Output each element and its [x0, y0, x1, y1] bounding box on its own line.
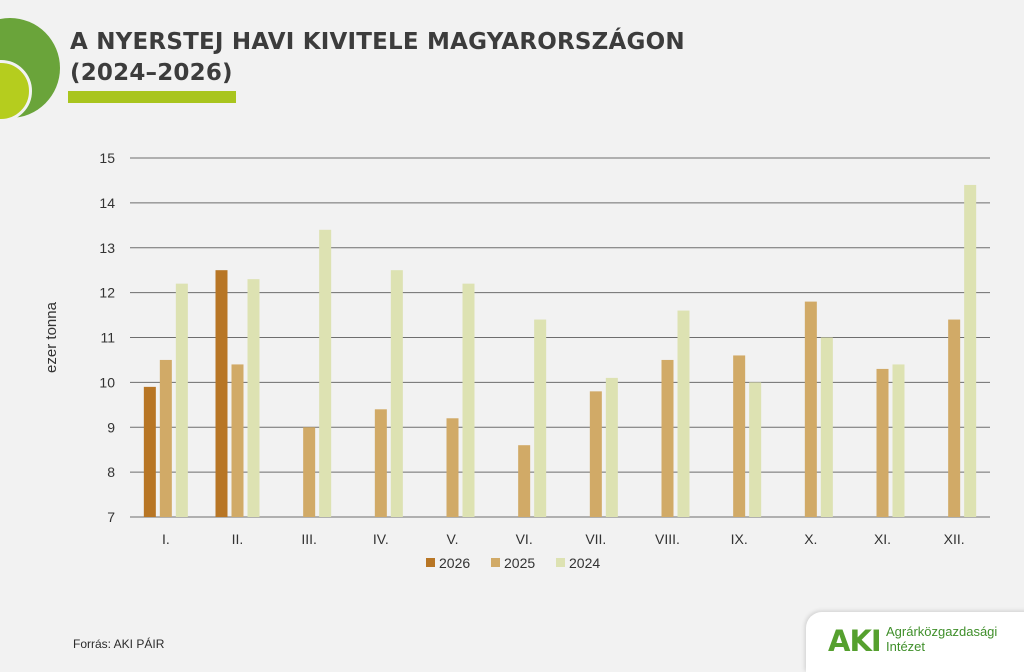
bar-2026-1 — [143, 386, 156, 517]
legend-swatch-2025 — [491, 558, 500, 567]
bar-2025-1 — [159, 359, 172, 517]
bar-2025-11 — [876, 368, 889, 517]
bar-2024-6 — [534, 319, 547, 517]
source-note: Forrás: AKI PÁIR — [73, 637, 165, 651]
legend-swatch-2024 — [556, 558, 565, 567]
bar-2024-5 — [462, 283, 475, 517]
x-tick-label: IV. — [373, 531, 389, 547]
title-line-1: A NYERSTEJ HAVI KIVITELE MAGYARORSZÁGON — [70, 29, 685, 55]
bar-chart: 7 8 9 10 11 12 13 14 15 ezer tonna I. II. III. IV. V. V… — [43, 150, 990, 571]
bar-2024-9 — [749, 382, 762, 517]
x-tick-label: I. — [162, 531, 170, 547]
logo-mark: AKI — [828, 624, 882, 658]
logo-line-1: Agrárközgazdasági — [886, 624, 998, 639]
y-tick-label: 14 — [99, 195, 115, 211]
bar-2026-2 — [215, 270, 228, 517]
x-tick-label: III. — [301, 531, 317, 547]
legend-swatch-2026 — [426, 558, 435, 567]
legend-label-2024: 2024 — [569, 555, 600, 571]
bar-2024-12 — [964, 184, 977, 518]
legend-label-2026: 2026 — [439, 555, 470, 571]
bar-2024-1 — [175, 283, 188, 517]
x-tick-label: IX. — [731, 531, 748, 547]
y-tick-label: 11 — [100, 330, 115, 346]
y-axis-label: ezer tonna — [43, 301, 60, 373]
title-underline-bar — [68, 91, 236, 103]
bar-2024-7 — [605, 377, 618, 517]
bar-2025-2 — [231, 364, 244, 517]
bar-2024-4 — [390, 270, 403, 517]
bar-2024-2 — [247, 279, 260, 517]
logo-line-2: Intézet — [886, 639, 926, 654]
title-line-2: (2024–2026) — [70, 60, 233, 86]
bar-2025-10 — [804, 301, 817, 517]
bar-2025-9 — [733, 355, 746, 517]
y-tick-label: 8 — [107, 464, 115, 480]
y-tick-label: 13 — [99, 240, 115, 256]
logo-panel: AKI Agrárközgazdasági Intézet — [806, 612, 1024, 672]
page-title: A NYERSTEJ HAVI KIVITELE MAGYARORSZÁGON … — [70, 27, 685, 89]
bar-2025-6 — [518, 445, 531, 517]
y-tick-label: 15 — [99, 150, 115, 166]
x-tick-label: XI. — [874, 531, 891, 547]
bar-2024-10 — [820, 337, 833, 517]
bar-2025-5 — [446, 418, 459, 517]
x-tick-label: V. — [447, 531, 459, 547]
y-tick-label: 10 — [99, 374, 115, 390]
x-tick-label: VII. — [585, 531, 606, 547]
bar-2024-3 — [319, 229, 332, 518]
y-tick-label: 9 — [107, 419, 115, 435]
bar-2024-8 — [677, 310, 690, 517]
bar-2025-7 — [589, 391, 602, 517]
x-tick-label: II. — [232, 531, 244, 547]
bar-2025-8 — [661, 359, 674, 517]
x-tick-label: VIII. — [655, 531, 680, 547]
bar-2024-11 — [892, 364, 905, 517]
bar-2025-12 — [948, 319, 961, 517]
bar-2025-3 — [303, 427, 316, 517]
bar-2025-4 — [374, 409, 387, 517]
y-tick-label: 7 — [107, 509, 115, 525]
logo-text: Agrárközgazdasági Intézet — [886, 624, 997, 654]
x-tick-label: X. — [804, 531, 817, 547]
x-tick-label: VI. — [516, 531, 533, 547]
y-tick-label: 12 — [99, 285, 115, 301]
legend-label-2025: 2025 — [504, 555, 535, 571]
x-tick-label: XII. — [944, 531, 965, 547]
